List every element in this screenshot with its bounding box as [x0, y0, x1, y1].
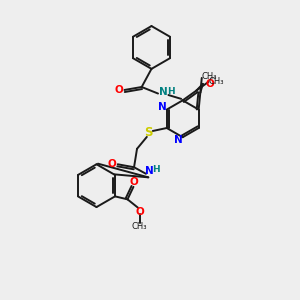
Text: N: N [159, 87, 167, 97]
Text: CH₃: CH₃ [132, 223, 148, 232]
Text: H: H [167, 87, 174, 96]
Text: N: N [175, 135, 183, 145]
Text: O: O [129, 177, 138, 188]
Text: N: N [145, 167, 153, 176]
Text: N: N [158, 102, 167, 112]
Text: CH₃: CH₃ [208, 77, 224, 86]
Text: S: S [144, 126, 153, 139]
Text: O: O [135, 207, 144, 217]
Text: O: O [205, 79, 214, 89]
Text: O: O [115, 85, 124, 95]
Text: O: O [108, 159, 117, 169]
Text: H: H [152, 165, 160, 174]
Text: CH₃: CH₃ [202, 72, 217, 81]
